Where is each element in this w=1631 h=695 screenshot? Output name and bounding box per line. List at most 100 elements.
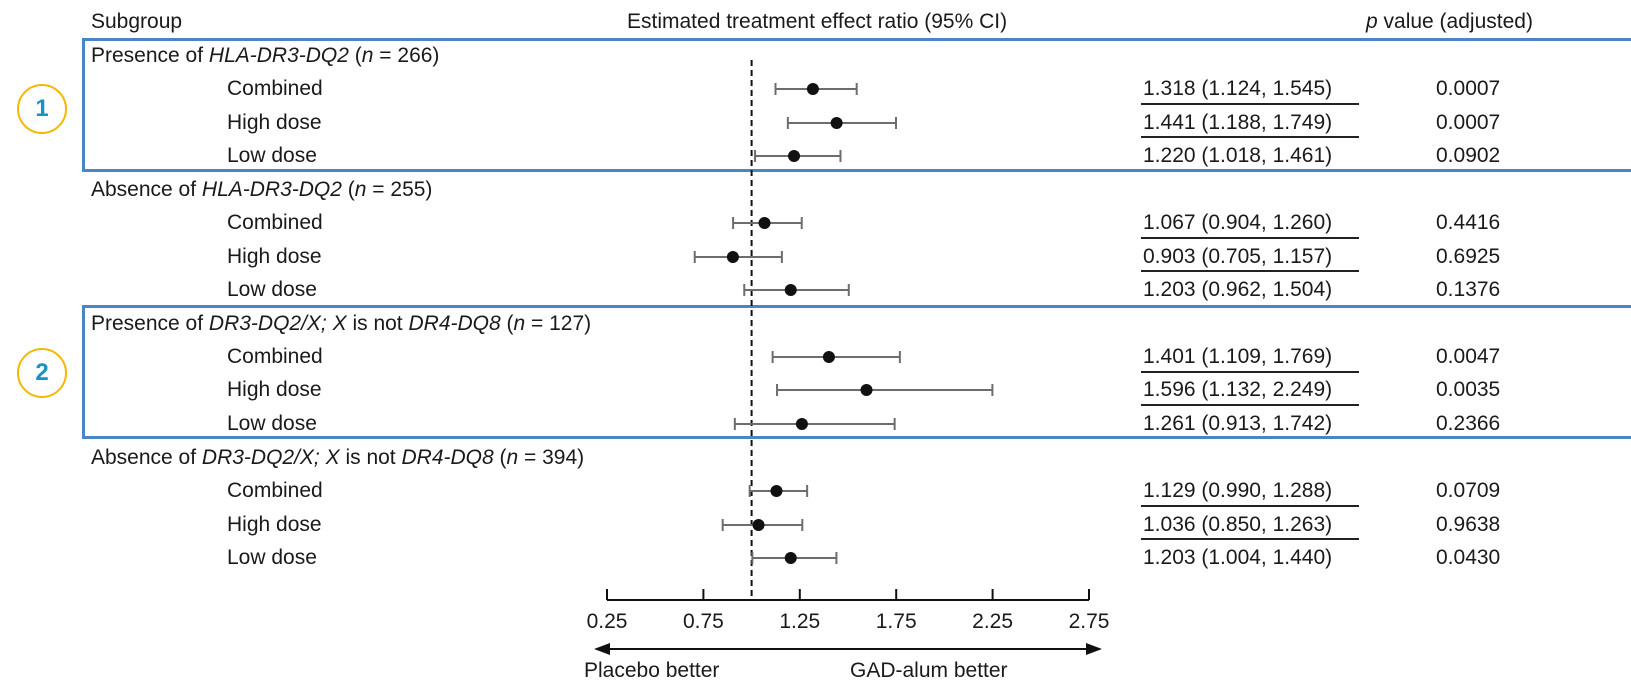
- g1-part-3: n: [361, 44, 374, 67]
- highlight-frame-group-1: [82, 38, 1631, 172]
- row-estimate: 1.596 (1.132, 2.249): [1143, 378, 1333, 401]
- row-estimate: 1.203 (0.962, 1.504): [1143, 278, 1333, 301]
- row-estimate: 0.903 (0.705, 1.157): [1143, 245, 1333, 268]
- g3-part-1: DR3-DQ2/X; X: [208, 312, 347, 335]
- row-estimate: 1.203 (1.004, 1.440): [1143, 546, 1333, 569]
- point-estimate: [758, 217, 771, 229]
- highlight-frame-group-3: [82, 305, 1631, 439]
- row-label: Combined: [227, 479, 323, 502]
- row-label: Combined: [227, 211, 323, 234]
- header-effect-ratio: Estimated treatment effect ratio (95% CI…: [627, 10, 1008, 33]
- g4-part-2: is not: [339, 446, 402, 469]
- row-estimate: 1.261 (0.913, 1.742): [1143, 412, 1333, 435]
- g3-part-3: DR4-DQ8: [408, 312, 501, 335]
- header-pvalue-rest: value (adjusted): [1377, 10, 1533, 33]
- header-pvalue-p: p: [1366, 10, 1378, 33]
- g4-part-3: DR4-DQ8: [401, 446, 494, 469]
- group-label-2: Absence of HLA-DR3-DQ2 (n = 255): [91, 177, 432, 203]
- estimate-divider: [1141, 538, 1359, 540]
- row-estimate: 1.036 (0.850, 1.263): [1143, 513, 1333, 536]
- point-estimate: [830, 117, 843, 129]
- estimate-divider: [1141, 103, 1359, 105]
- row-pvalue: 0.1376: [1436, 278, 1501, 301]
- row-label: High dose: [227, 378, 322, 401]
- row-pvalue: 0.6925: [1436, 245, 1501, 268]
- g4-part-1: DR3-DQ2/X; X: [201, 446, 340, 469]
- point-estimate: [860, 384, 873, 396]
- header-subgroup: Subgroup: [91, 10, 183, 33]
- arrow-left-icon: [594, 643, 610, 655]
- row-label: Low dose: [227, 144, 317, 167]
- group-label-4: Absence of DR3-DQ2/X; X is not DR4-DQ8 (…: [91, 445, 584, 471]
- row-estimate: 1.129 (0.990, 1.288): [1143, 479, 1333, 502]
- x-tick-label: 0.75: [683, 610, 724, 633]
- x-tick-label: 1.75: [876, 610, 917, 633]
- point-estimate: [770, 485, 783, 497]
- g1-part-1: HLA-DR3-DQ2: [208, 44, 349, 67]
- g3-part-6: = 127): [525, 312, 592, 335]
- badge-2: 2: [17, 348, 67, 398]
- g4-part-0: Absence of: [91, 446, 202, 469]
- g3-part-5: n: [513, 312, 526, 335]
- row-pvalue: 0.0007: [1436, 77, 1501, 100]
- row-label: High dose: [227, 245, 322, 268]
- g3-part-4: (: [500, 312, 514, 335]
- point-estimate: [788, 150, 801, 162]
- estimate-divider: [1141, 371, 1359, 373]
- point-estimate: [806, 83, 819, 95]
- g2-part-0: Absence of: [91, 178, 202, 201]
- point-estimate: [822, 351, 835, 363]
- row-label: Low dose: [227, 546, 317, 569]
- row-label: High dose: [227, 513, 322, 536]
- point-estimate: [795, 418, 808, 430]
- estimate-divider: [1141, 505, 1359, 507]
- g1-part-2: (: [348, 44, 362, 67]
- row-pvalue: 0.0902: [1436, 144, 1501, 167]
- placebo-better-label: Placebo better: [584, 659, 719, 682]
- point-estimate: [784, 552, 797, 564]
- row-pvalue: 0.0035: [1436, 378, 1501, 401]
- arrow-right-icon: [1086, 643, 1102, 655]
- header-pvalue: p value (adjusted): [1366, 9, 1533, 35]
- g3-part-2: is not: [346, 312, 409, 335]
- row-pvalue: 0.2366: [1436, 412, 1501, 435]
- group-label-1: Presence of HLA-DR3-DQ2 (n = 266): [91, 43, 439, 69]
- row-estimate: 1.441 (1.188, 1.749): [1143, 111, 1333, 134]
- estimate-divider: [1141, 270, 1359, 272]
- g4-part-5: n: [506, 446, 519, 469]
- row-pvalue: 0.0430: [1436, 546, 1501, 569]
- x-tick-label: 2.25: [972, 610, 1013, 633]
- g2-part-4: = 255): [366, 178, 433, 201]
- x-tick-label: 0.25: [587, 610, 628, 633]
- row-pvalue: 0.9638: [1436, 513, 1501, 536]
- group-label-3: Presence of DR3-DQ2/X; X is not DR4-DQ8 …: [91, 311, 591, 337]
- row-label: Combined: [227, 77, 323, 100]
- row-estimate: 1.220 (1.018, 1.461): [1143, 144, 1333, 167]
- row-pvalue: 0.4416: [1436, 211, 1501, 234]
- g1-part-4: = 266): [373, 44, 440, 67]
- row-pvalue: 0.0007: [1436, 111, 1501, 134]
- row-label: Combined: [227, 345, 323, 368]
- point-estimate: [726, 251, 739, 263]
- g2-part-3: n: [354, 178, 367, 201]
- x-tick-label: 1.25: [779, 610, 820, 633]
- row-pvalue: 0.0047: [1436, 345, 1501, 368]
- badge-1: 1: [17, 84, 67, 134]
- row-pvalue: 0.0709: [1436, 479, 1501, 502]
- point-estimate: [784, 284, 797, 296]
- row-label: High dose: [227, 111, 322, 134]
- row-estimate: 1.318 (1.124, 1.545): [1143, 77, 1333, 100]
- g4-part-6: = 394): [518, 446, 585, 469]
- row-label: Low dose: [227, 412, 317, 435]
- estimate-divider: [1141, 237, 1359, 239]
- estimate-divider: [1141, 136, 1359, 138]
- g3-part-0: Presence of: [91, 312, 209, 335]
- point-estimate: [752, 519, 765, 531]
- g2-part-1: HLA-DR3-DQ2: [201, 178, 342, 201]
- row-estimate: 1.401 (1.109, 1.769): [1143, 345, 1333, 368]
- estimate-divider: [1141, 404, 1359, 406]
- g2-part-2: (: [341, 178, 355, 201]
- g4-part-4: (: [493, 446, 507, 469]
- g1-part-0: Presence of: [91, 44, 209, 67]
